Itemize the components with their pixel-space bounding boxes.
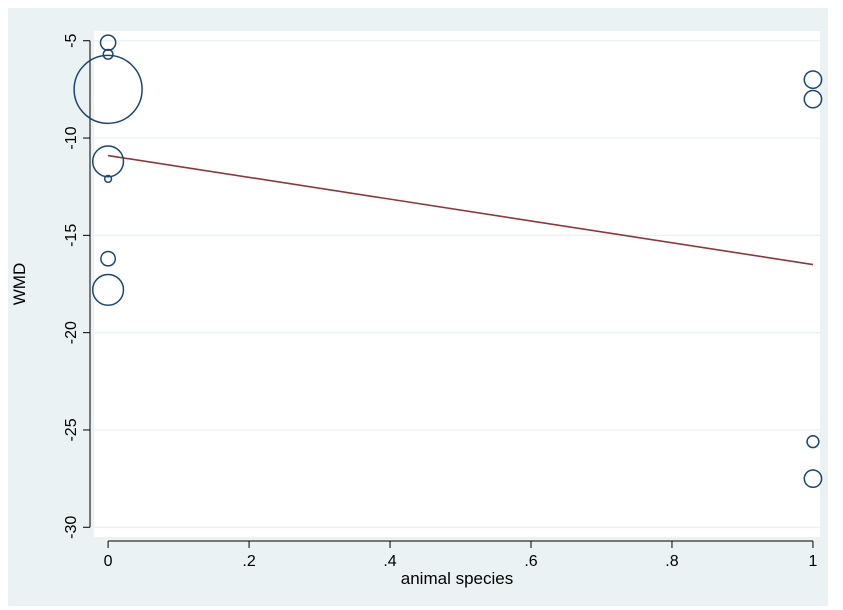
data-point — [102, 48, 114, 60]
data-points — [73, 34, 823, 489]
y-axis-title: WMD — [10, 263, 29, 305]
data-point — [803, 70, 823, 90]
chart-figure: -5 -10 -15 -20 -25 -30 0 .2 .4 .6 .8 1 animal speci… — [8, 8, 828, 606]
data-point — [803, 89, 823, 109]
data-point — [91, 273, 125, 306]
y-tick-label: -5 — [63, 34, 80, 48]
data-point — [806, 435, 820, 449]
data-point — [803, 469, 823, 489]
x-tick-label: 1 — [808, 553, 817, 570]
x-tick-label: 0 — [104, 553, 113, 570]
y-tick-label: -25 — [63, 418, 80, 441]
grid-lines — [94, 40, 820, 528]
fit-line-group — [107, 154, 814, 266]
x-tick-label: .6 — [524, 553, 537, 570]
x-tick-label: .8 — [665, 553, 678, 570]
x-axis-title: animal species — [401, 569, 513, 588]
y-tick-label: -30 — [63, 516, 80, 539]
plot-area — [94, 31, 820, 537]
y-tick-label: -15 — [63, 224, 80, 247]
data-point — [73, 54, 143, 125]
axes: -5 -10 -15 -20 -25 -30 0 .2 .4 .6 .8 1 — [63, 34, 817, 570]
x-tick-label: .2 — [242, 553, 255, 570]
data-point — [91, 145, 125, 178]
fit-line — [107, 154, 814, 266]
y-tick-label: -20 — [63, 321, 80, 344]
y-tick-label: -10 — [63, 126, 80, 149]
data-point — [100, 250, 117, 267]
scatter-chart: -5 -10 -15 -20 -25 -30 0 .2 .4 .6 .8 1 animal speci… — [10, 31, 823, 588]
x-tick-label: .4 — [383, 553, 396, 570]
data-point — [103, 174, 113, 184]
